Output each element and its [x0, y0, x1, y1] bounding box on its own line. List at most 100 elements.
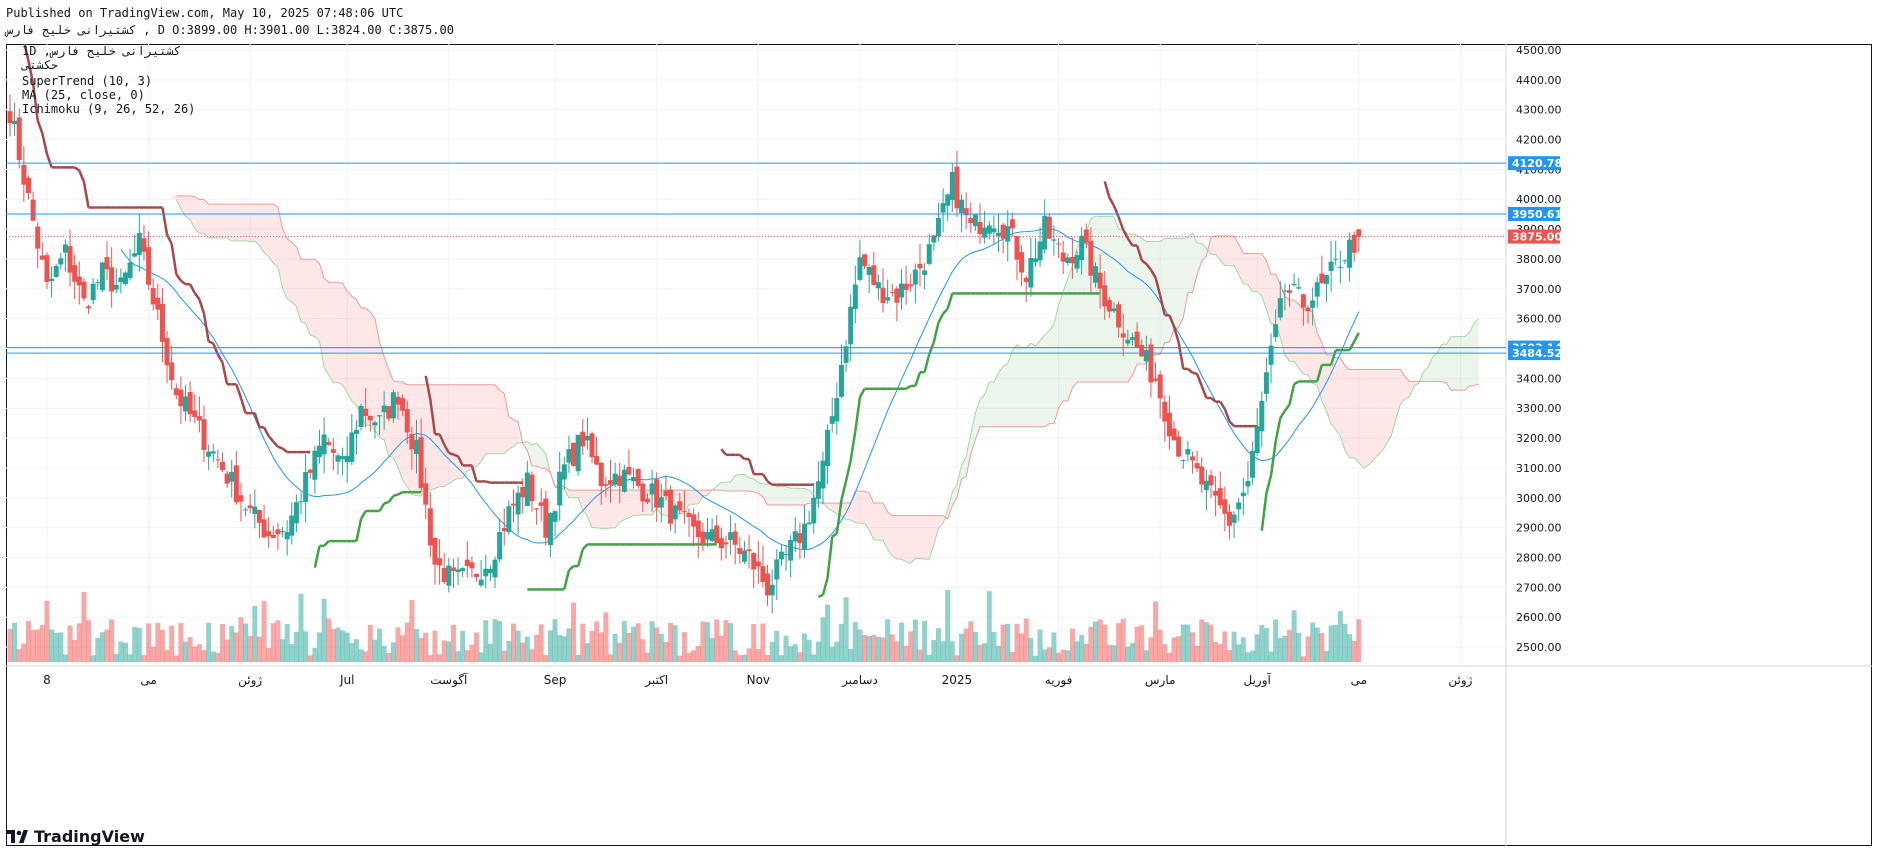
- volume-bar: [1347, 634, 1353, 662]
- candle-body: [1300, 294, 1306, 308]
- candle-body: [843, 346, 849, 363]
- ichimoku-cloud-segment: [250, 204, 255, 242]
- ichimoku-cloud-segment: [1303, 309, 1308, 375]
- ichimoku-cloud-segment: [462, 384, 468, 479]
- volume-bar: [1328, 625, 1334, 662]
- volume-bar: [986, 591, 992, 662]
- candle-body: [1323, 274, 1329, 284]
- supertrend-segment: [424, 375, 432, 400]
- volume-bar: [321, 598, 327, 662]
- volume-bar: [270, 623, 276, 662]
- y-tick-label: 4000.00: [1516, 193, 1562, 206]
- volume-bar: [284, 624, 290, 662]
- candle-body: [1060, 252, 1066, 262]
- candle-body: [903, 283, 909, 290]
- candle-body: [307, 469, 313, 473]
- price-chart[interactable]: 2500.00 2600.00 2700.00 2800.00 2900.00 3000.…: [6, 0, 1872, 846]
- volume-bar: [1148, 637, 1154, 662]
- y-tick-label: 2600.00: [1516, 611, 1562, 624]
- ichimoku-cloud-segment: [730, 475, 736, 491]
- ichimoku-cloud-segment: [231, 204, 237, 241]
- ichimoku-cloud-segment: [287, 238, 292, 302]
- x-tick-label: Jul: [339, 673, 354, 687]
- volume-bar: [672, 625, 678, 662]
- ichimoku-cloud-segment: [827, 503, 833, 511]
- ichimoku-cloud-segment: [402, 381, 408, 487]
- supertrend-segment: [1210, 396, 1217, 403]
- level-price-tag: [1508, 206, 1560, 221]
- volume-bar: [99, 632, 105, 662]
- supertrend-segment: [840, 480, 848, 501]
- candle-body: [737, 548, 743, 555]
- volume-bar: [631, 626, 637, 662]
- ichimoku-cloud-segment: [689, 490, 694, 505]
- volume-bar: [90, 655, 96, 662]
- volume-bar: [557, 635, 563, 662]
- candle-body: [1028, 257, 1034, 288]
- volume-bar: [903, 645, 909, 662]
- ichimoku-cloud-segment: [910, 515, 916, 564]
- candle-body: [1023, 277, 1029, 282]
- candle-body: [802, 523, 808, 550]
- volume-bar: [293, 631, 299, 662]
- volume-bar: [968, 621, 974, 662]
- volume-bar: [552, 619, 558, 662]
- volume-bar: [367, 624, 373, 662]
- volume-bar: [899, 622, 905, 662]
- candle-body: [35, 226, 41, 249]
- candle-body: [700, 531, 706, 544]
- candle-body: [547, 513, 553, 546]
- supertrend-segment: [1195, 373, 1203, 387]
- volume-bar: [866, 635, 872, 662]
- y-tick-label: 3000.00: [1516, 492, 1562, 505]
- volume-bar: [1125, 646, 1131, 662]
- ichimoku-cloud-segment: [573, 490, 579, 498]
- volume-bar: [427, 655, 433, 662]
- volume-bar: [991, 631, 997, 662]
- supertrend-segment: [1265, 475, 1273, 494]
- candle-body: [1157, 374, 1163, 399]
- ichimoku-cloud-segment: [989, 382, 994, 427]
- candle-body: [1162, 401, 1168, 422]
- level-price-label: 4120.78: [1512, 157, 1562, 170]
- legend-ma[interactable]: MA (25, close, 0): [22, 88, 145, 102]
- chart-area[interactable]: 2500.00 2600.00 2700.00 2800.00 2900.00 3000.…: [6, 0, 1872, 846]
- candle-body: [49, 278, 55, 282]
- ichimoku-cloud-segment: [786, 486, 791, 506]
- candle-body: [381, 405, 387, 413]
- candle-body: [326, 442, 332, 446]
- candle-body: [681, 511, 687, 513]
- candle-body: [155, 297, 161, 310]
- volume-bar: [1037, 629, 1043, 662]
- volume-bar: [233, 632, 239, 662]
- ichimoku-cloud-segment: [301, 259, 306, 324]
- candle-body: [303, 471, 309, 502]
- volume-bar: [478, 652, 484, 662]
- candle-body: [598, 462, 604, 487]
- candle-body: [367, 415, 373, 421]
- ichimoku-cloud-segment: [490, 384, 496, 454]
- candle-body: [797, 533, 803, 544]
- candle-body: [372, 422, 378, 426]
- candle-body: [871, 265, 877, 286]
- candle-body: [1093, 266, 1099, 283]
- candle-body: [206, 451, 212, 457]
- ichimoku-cloud-segment: [236, 204, 241, 241]
- supertrend-segment: [1269, 441, 1277, 476]
- candle-body: [358, 405, 364, 427]
- candle-body: [386, 406, 392, 419]
- ichimoku-cloud-segment: [970, 413, 976, 454]
- volume-bar: [774, 630, 780, 662]
- volume-bar: [746, 648, 752, 662]
- candle-body: [377, 415, 383, 417]
- candle-body: [1263, 372, 1269, 394]
- volume-bar: [192, 646, 198, 662]
- legend-ichimoku[interactable]: Ichimoku (9, 26, 52, 26): [22, 102, 196, 116]
- legend-supertrend[interactable]: SuperTrend (10, 3): [22, 74, 153, 88]
- ichimoku-cloud-segment: [370, 312, 375, 430]
- volume-bar: [524, 636, 530, 662]
- candle-body: [644, 498, 650, 503]
- ichimoku-cloud-segment: [1016, 344, 1022, 427]
- candle-body: [252, 506, 258, 514]
- candle-body: [201, 419, 207, 450]
